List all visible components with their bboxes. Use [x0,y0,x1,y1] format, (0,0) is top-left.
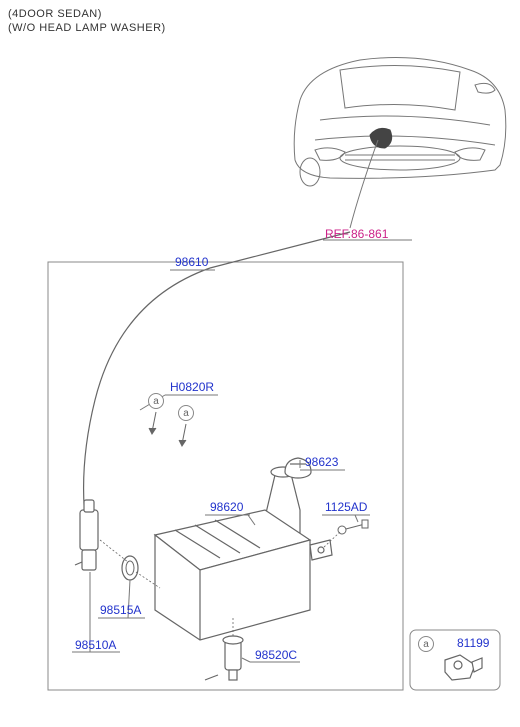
parts-diagram [0,0,520,727]
part-label-98610[interactable]: 98610 [175,255,208,269]
part-label-98623[interactable]: 98623 [305,455,338,469]
part-label-98620[interactable]: 98620 [210,500,243,514]
part-label-81199[interactable]: 81199 [457,636,489,650]
part-label-98515a[interactable]: 98515A [100,603,141,617]
ref-label-86-861[interactable]: REF.86-861 [325,227,388,241]
part-label-1125ad[interactable]: 1125AD [325,500,367,514]
marker-a-1: a [148,393,164,409]
part-label-h0820r[interactable]: H0820R [170,380,214,394]
marker-a-inset: a [418,636,434,652]
part-label-98510a[interactable]: 98510A [75,638,116,652]
marker-a-2: a [178,405,194,421]
part-label-98520c[interactable]: 98520C [255,648,297,662]
